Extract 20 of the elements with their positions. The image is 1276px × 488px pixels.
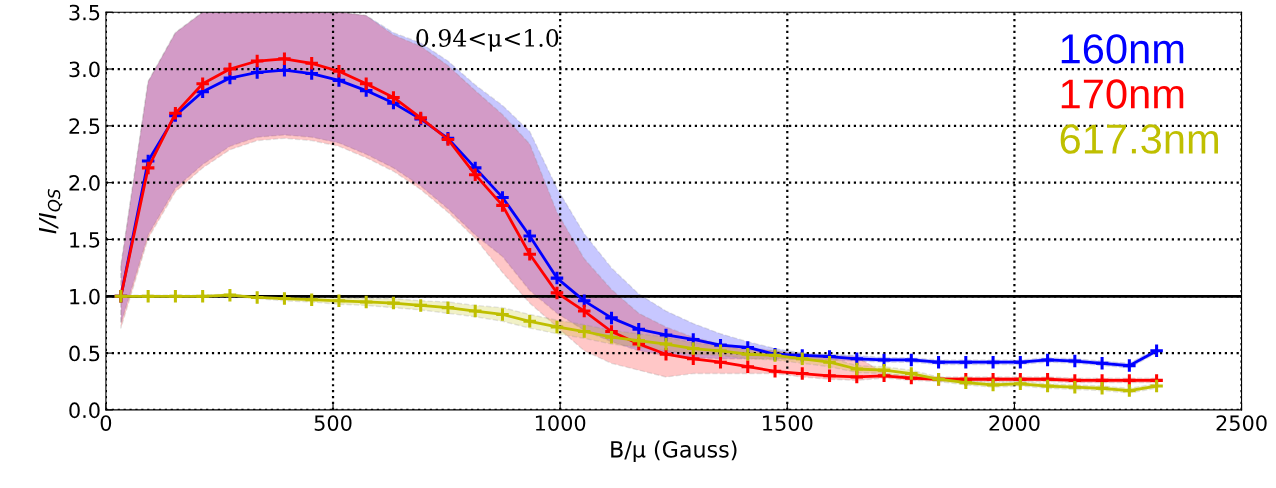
text: 170nm <box>1061 79 1184 109</box>
y-tick-label: 1.5 <box>70 232 100 248</box>
text: 617.3nm <box>1060 124 1218 154</box>
y-tick-label: 1.0 <box>70 288 100 305</box>
y-tick-label: 0.5 <box>69 345 100 362</box>
y-tick-label: 0.0 <box>69 402 100 419</box>
text: 160nm <box>1061 34 1184 64</box>
annotation: 0.94<μ<1.0 <box>416 29 559 52</box>
y-axis-title: I/I$_{QS}$ <box>38 189 63 234</box>
x-tick-label: 2000 <box>989 415 1040 431</box>
x-tick-label: 500 <box>314 415 352 431</box>
x-tick-label: 2500 <box>1216 415 1267 431</box>
y-tick-label: 3.5 <box>69 4 100 21</box>
x-tick-label: 1000 <box>535 415 586 431</box>
x-tick-label: 1500 <box>763 415 813 431</box>
y-tick-label: 3.0 <box>69 61 100 78</box>
x-tick-label: 0 <box>100 415 112 431</box>
y-tick-label: 2.0 <box>69 175 100 191</box>
y-tick-label: 2.5 <box>69 118 100 135</box>
x-axis-title: B/μ (Gauss) <box>611 440 737 463</box>
